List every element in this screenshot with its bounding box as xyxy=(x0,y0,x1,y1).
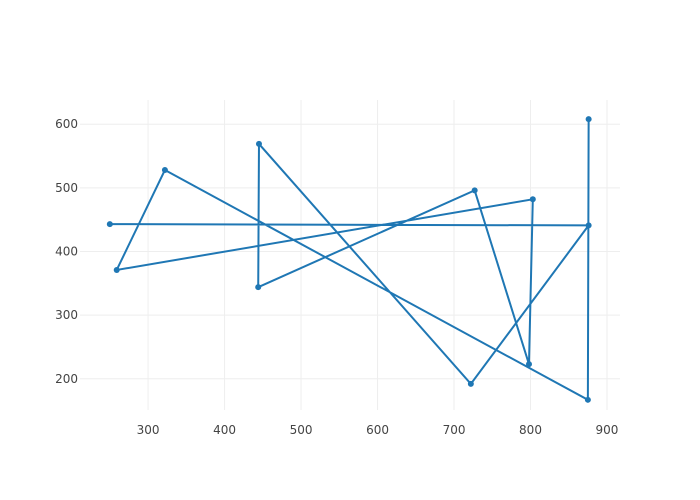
x-tick-label: 500 xyxy=(290,423,313,437)
marker xyxy=(584,396,591,403)
marker xyxy=(525,361,532,368)
y-tick-label: 400 xyxy=(55,244,78,258)
y-tick-label: 300 xyxy=(55,308,78,322)
marker xyxy=(255,284,262,291)
marker xyxy=(529,196,536,203)
x-tick-label: 400 xyxy=(213,423,236,437)
line xyxy=(109,119,591,402)
marker xyxy=(467,380,474,387)
y-tick-label: 500 xyxy=(55,181,78,195)
marker xyxy=(113,266,120,273)
x-tick-label: 900 xyxy=(596,423,619,437)
marker xyxy=(585,116,592,123)
marker xyxy=(471,187,478,194)
marker xyxy=(106,221,113,228)
marker xyxy=(585,222,592,229)
marker xyxy=(255,140,262,147)
marker xyxy=(161,167,168,174)
x-tick-label: 600 xyxy=(366,423,389,437)
y-tick-label: 600 xyxy=(55,117,78,131)
y-tick-label: 200 xyxy=(55,372,78,386)
x-tick-label: 300 xyxy=(137,423,160,437)
x-tick-label: 800 xyxy=(519,423,542,437)
x-tick-label: 700 xyxy=(443,423,466,437)
